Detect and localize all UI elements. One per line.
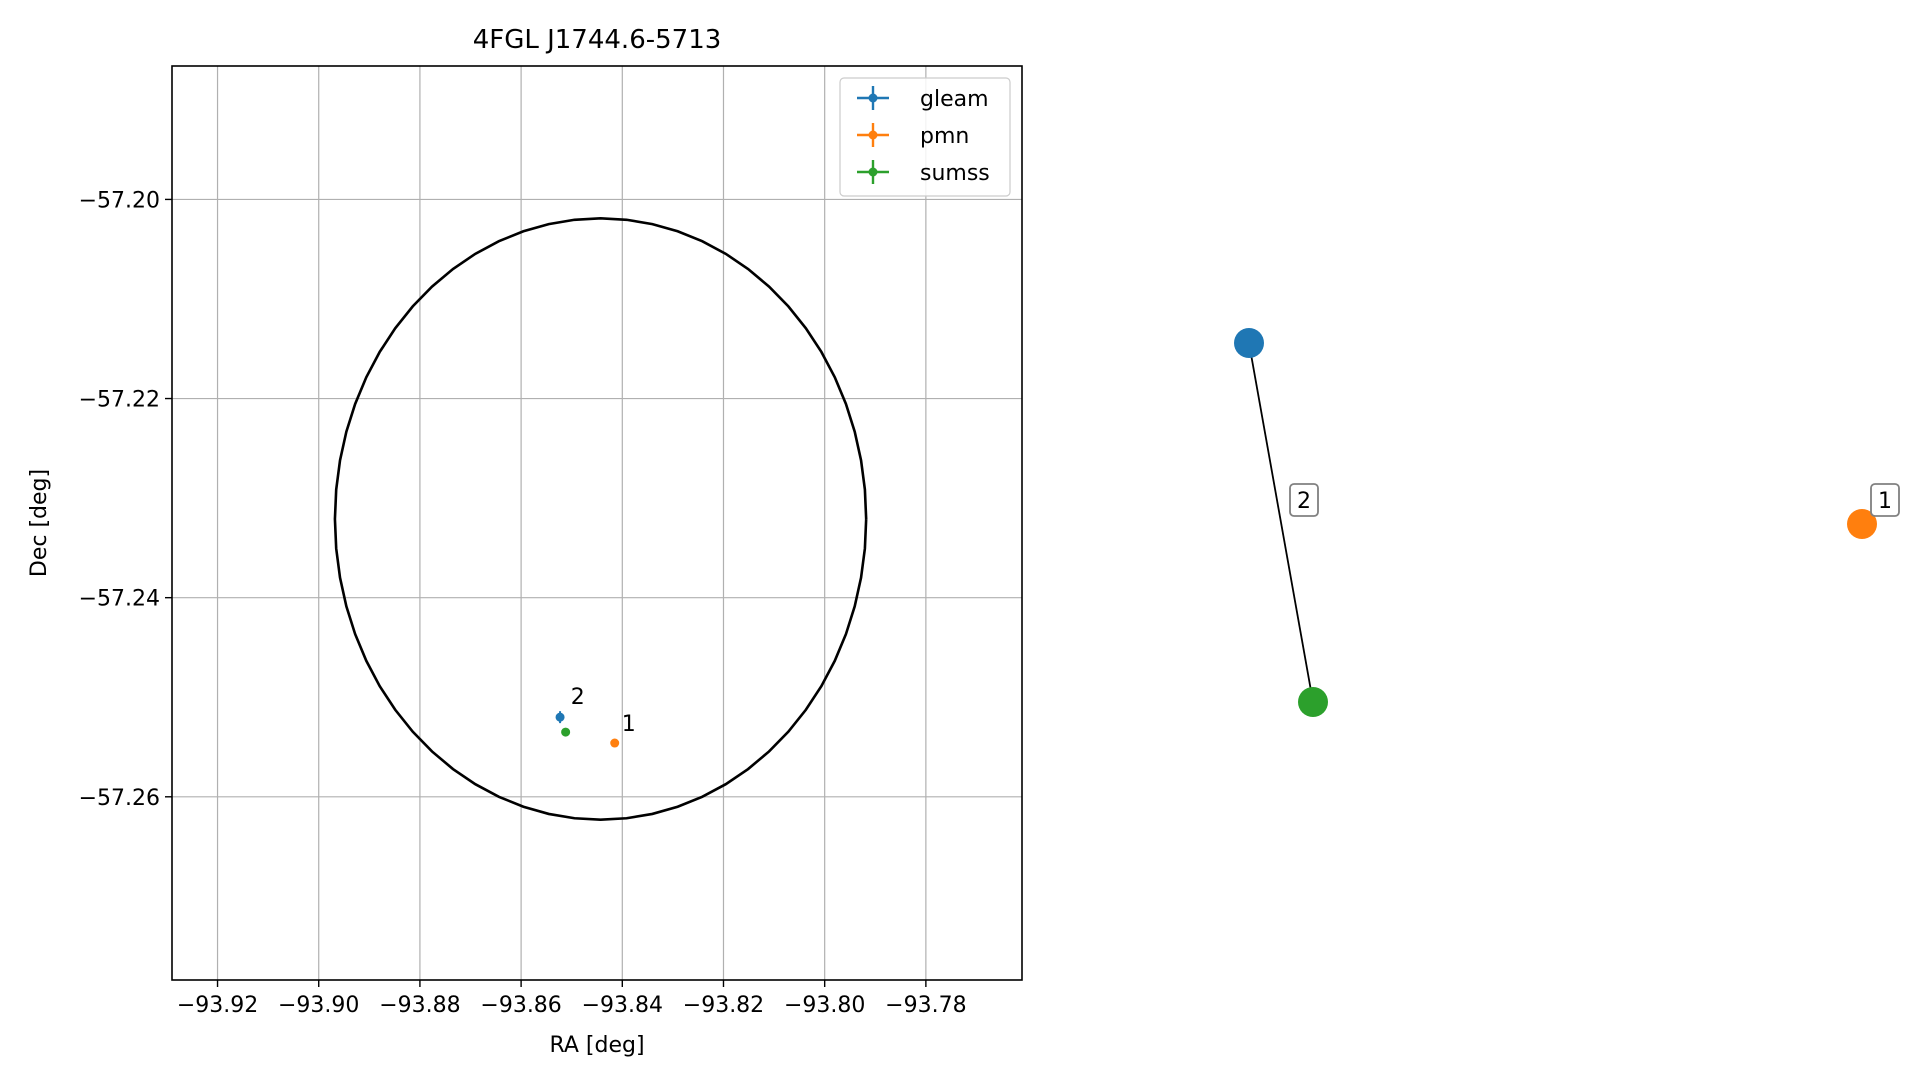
edge-label-frame	[1289, 483, 1319, 517]
y-tick-label: −57.26	[79, 786, 160, 811]
node-label-text: 1	[1878, 489, 1892, 514]
node-label-box: 1	[1870, 483, 1900, 517]
data-point-gleam	[555, 712, 565, 722]
x-tick-label: −93.82	[683, 993, 764, 1018]
y-tick-label: −57.20	[79, 188, 160, 213]
network-node-sumss	[1298, 687, 1328, 717]
x-tick-label: −93.86	[480, 993, 561, 1018]
point-annotation: 1	[622, 712, 636, 737]
legend-marker-dot-pmn	[868, 130, 878, 140]
legend-marker-dot-sumss	[868, 167, 878, 177]
network-node-pmn	[1847, 509, 1877, 539]
legend-label-gleam: gleam	[920, 87, 989, 112]
network-node-gleam	[1234, 328, 1264, 358]
legend-entries: gleam pmn sumss	[857, 86, 990, 186]
y-tick-label: −57.22	[79, 388, 160, 413]
legend: gleam pmn sumss	[839, 77, 1011, 197]
legend-label-sumss: sumss	[920, 161, 990, 186]
chart-title: 4FGL J1744.6-5713	[473, 25, 722, 55]
scatter-panel: 12 −93.92 −93.90 −93.88 −93.86 −93.84 −93.82−…	[27, 25, 1023, 1058]
point-annotation: 2	[571, 685, 585, 710]
error-ellipse	[333, 217, 868, 822]
x-tick-label: −93.84	[582, 993, 663, 1018]
x-tick-label: −93.92	[177, 993, 258, 1018]
node-label-frame	[1870, 483, 1900, 517]
x-tick-label: −93.80	[784, 993, 865, 1018]
edge-label-text: 2	[1297, 489, 1311, 514]
data-point-pmn	[610, 738, 620, 748]
ellipse-layer	[333, 217, 868, 822]
x-tick-label: −93.90	[278, 993, 359, 1018]
x-tick-label: −93.88	[379, 993, 460, 1018]
x-axis-label: RA [deg]	[549, 1033, 644, 1058]
network-panel: 2 1	[1234, 328, 1900, 717]
x-tick-label: −93.78	[885, 993, 966, 1018]
grid-layer	[172, 66, 1022, 980]
data-point-sumss	[561, 727, 571, 737]
edge-label-box: 2	[1289, 483, 1319, 517]
points-layer	[555, 711, 620, 748]
legend-box	[839, 77, 1011, 197]
axes-frame	[171, 65, 1023, 981]
legend-label-pmn: pmn	[920, 124, 969, 149]
ticks-layer: −93.92 −93.90 −93.88 −93.86 −93.84 −93.82 −93.…	[79, 188, 967, 1018]
y-tick-label: −57.24	[79, 587, 160, 612]
y-axis-label: Dec [deg]	[27, 469, 52, 577]
annotation-layer: 12	[571, 685, 636, 737]
network-edge-gleam-sumss	[1248, 342, 1314, 703]
legend-marker-dot-gleam	[868, 93, 878, 103]
